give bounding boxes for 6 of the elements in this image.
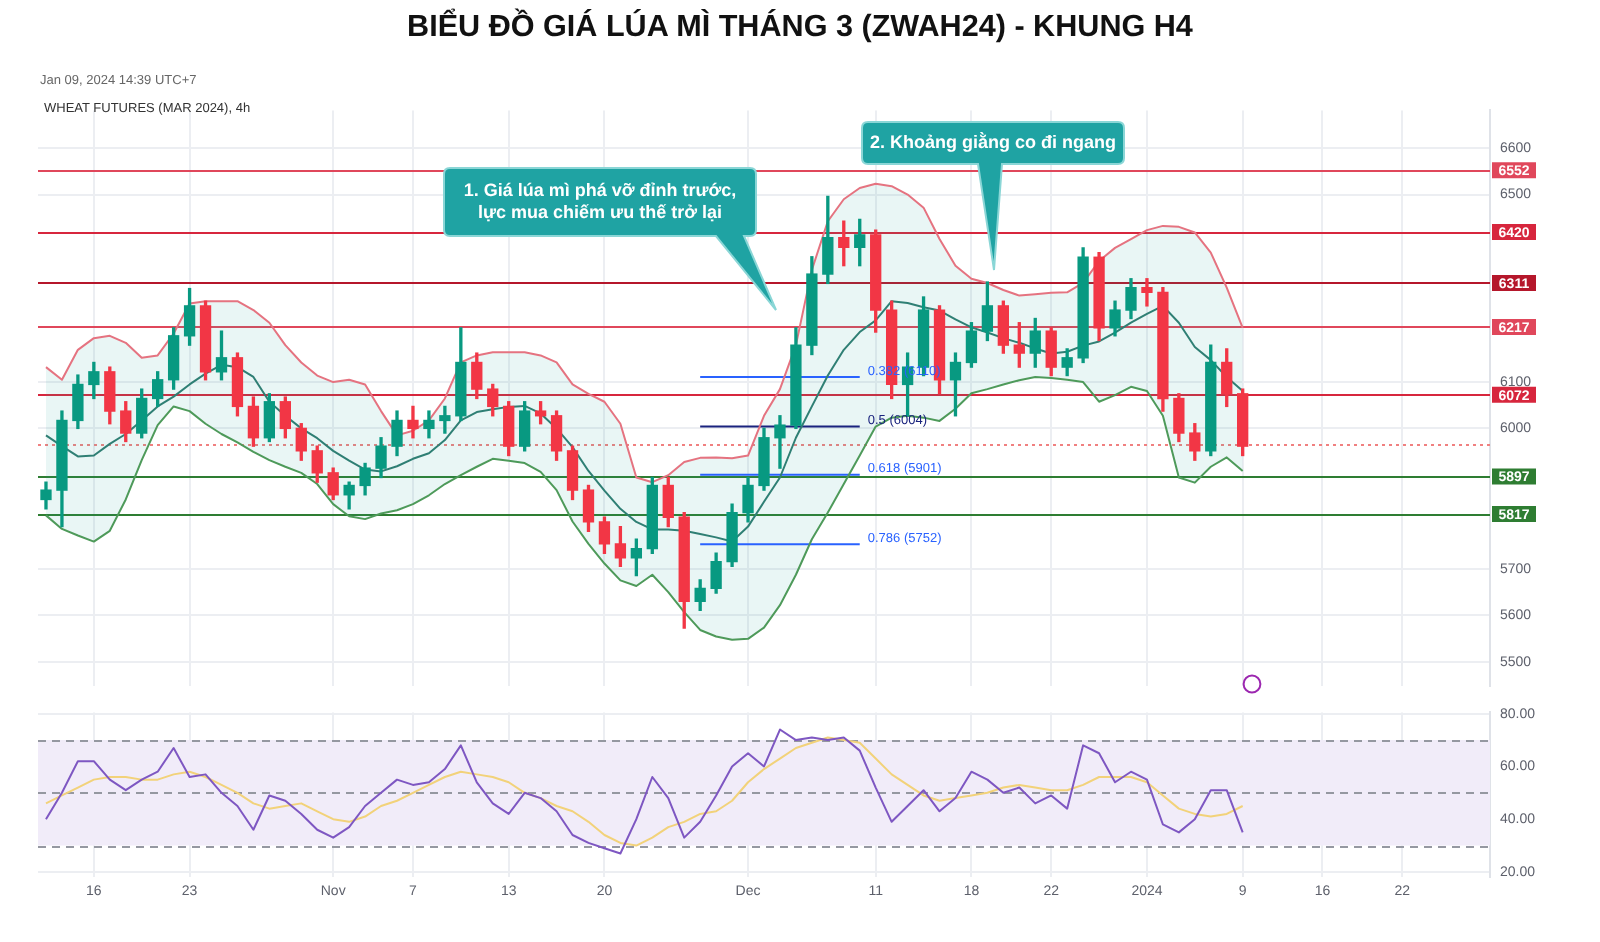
annotation: 2. Khoảng giằng co đi ngang (868, 129, 1118, 156)
candlestick (774, 415, 786, 469)
candlestick (439, 405, 451, 434)
candlestick (1141, 278, 1153, 307)
chart-title: BIỂU ĐỒ GIÁ LÚA MÌ THÁNG 3 (ZWAH24) - KHUNG H4 (405, 10, 1195, 46)
annotation: 1. Giá lúa mì phá vỡ đỉnh trước, lực mua chiếm ưu thế trở lại (461, 177, 739, 226)
